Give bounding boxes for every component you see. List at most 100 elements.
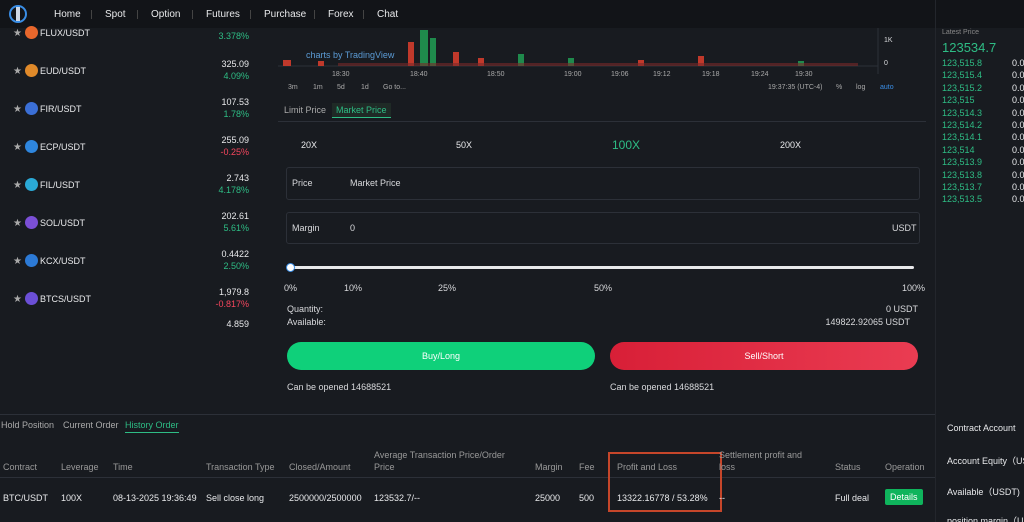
favorite-star[interactable]: ★ bbox=[13, 28, 22, 39]
top-nav-bar bbox=[0, 0, 1024, 28]
chart-time: 18:40 bbox=[410, 71, 428, 78]
divider bbox=[935, 0, 936, 522]
chart-option[interactable]: % bbox=[836, 84, 843, 91]
slider-handle[interactable] bbox=[286, 263, 295, 272]
divider bbox=[0, 414, 935, 415]
chart-watermark: charts by TradingView bbox=[306, 50, 395, 60]
interval-button[interactable]: 3m bbox=[288, 84, 298, 91]
favorite-star[interactable]: ★ bbox=[13, 66, 22, 77]
book-price: 123,514.2 bbox=[942, 120, 983, 130]
market-symbol[interactable]: SOL/USDT bbox=[40, 218, 86, 228]
nav-link[interactable]: Chat bbox=[377, 9, 399, 20]
quantity-label: Quantity: bbox=[287, 304, 324, 314]
table-header: Status bbox=[835, 462, 861, 472]
leverage-option[interactable]: 50X bbox=[456, 140, 473, 150]
leverage-option[interactable]: 200X bbox=[780, 140, 802, 150]
table-cell: Sell close long bbox=[206, 493, 265, 503]
favorite-star[interactable]: ★ bbox=[13, 294, 22, 305]
margin-value: 0 bbox=[350, 223, 356, 233]
table-header: Transaction Type bbox=[206, 462, 275, 472]
margin-input[interactable] bbox=[286, 212, 920, 244]
chart-time: 19:12 bbox=[653, 71, 671, 78]
details-button[interactable]: Details bbox=[885, 489, 923, 505]
book-price: 123,514.1 bbox=[942, 132, 983, 143]
price-label: Price bbox=[292, 178, 313, 188]
nav-link[interactable]: Futures bbox=[206, 9, 240, 20]
table-cell: 08-13-2025 19:36:49 bbox=[113, 493, 197, 503]
market-symbol[interactable]: ECP/USDT bbox=[40, 142, 86, 152]
order-tab[interactable]: Limit Price bbox=[284, 105, 327, 115]
interval-button[interactable]: 5d bbox=[337, 84, 345, 91]
chart-axis-label: 0 bbox=[884, 60, 888, 67]
position-tab[interactable]: Hold Position bbox=[1, 420, 55, 430]
slider-label[interactable]: 100% bbox=[902, 283, 926, 293]
sell-button[interactable]: Sell/Short bbox=[610, 342, 918, 370]
market-price: 2.743 bbox=[226, 173, 249, 183]
book-price: 123,513.8 bbox=[942, 169, 983, 180]
market-change: 2.50% bbox=[223, 261, 249, 271]
position-tab[interactable]: History Order bbox=[125, 420, 179, 433]
market-price: 202.61 bbox=[221, 211, 249, 221]
table-cell: -- bbox=[719, 493, 725, 503]
table-header: Time bbox=[113, 462, 133, 472]
nav-link[interactable]: Option bbox=[151, 9, 181, 20]
favorite-star[interactable]: ★ bbox=[13, 142, 22, 153]
chart-time: 19:06 bbox=[611, 71, 629, 78]
leverage-option[interactable]: 20X bbox=[301, 140, 318, 150]
nav-separator bbox=[91, 10, 92, 19]
market-change: 5.61% bbox=[223, 223, 249, 233]
nav-link[interactable]: Purchase bbox=[264, 9, 307, 20]
favorite-star[interactable]: ★ bbox=[13, 104, 22, 115]
interval-button[interactable]: Go to... bbox=[383, 84, 406, 91]
position-tab[interactable]: Current Order bbox=[63, 420, 119, 430]
market-price: 107.53 bbox=[221, 97, 249, 107]
nav-link[interactable]: Spot bbox=[105, 9, 126, 20]
price-input[interactable] bbox=[286, 167, 920, 200]
market-symbol[interactable]: EUD/USDT bbox=[40, 66, 87, 76]
buy-note: Can be opened 14688521 bbox=[287, 382, 392, 392]
favorite-star[interactable]: ★ bbox=[13, 256, 22, 267]
table-header: Operation bbox=[885, 462, 925, 472]
coin-icon bbox=[25, 292, 38, 305]
market-price: 1,979.8 bbox=[218, 287, 249, 297]
leverage-option[interactable]: 100X bbox=[612, 138, 641, 152]
table-header: Closed/Amount bbox=[289, 462, 351, 472]
book-amount: 0.0 bbox=[1012, 82, 1024, 93]
favorite-star[interactable]: ★ bbox=[13, 218, 22, 229]
chart-option[interactable]: auto bbox=[880, 84, 894, 91]
market-symbol[interactable]: FIR/USDT bbox=[40, 104, 82, 114]
chart-time: 18:50 bbox=[487, 71, 505, 78]
book-price: 123,515.2 bbox=[942, 82, 983, 93]
market-symbol[interactable]: FIL/USDT bbox=[40, 180, 81, 190]
slider-label[interactable]: 10% bbox=[344, 283, 363, 293]
slider-label[interactable]: 25% bbox=[438, 283, 457, 293]
book-price: 123,515 bbox=[942, 95, 975, 106]
favorite-star[interactable]: ★ bbox=[13, 180, 22, 191]
buy-button[interactable]: Buy/Long bbox=[287, 342, 595, 370]
chart-clock: 19:37:35 (UTC-4) bbox=[768, 84, 823, 91]
slider-label[interactable]: 50% bbox=[594, 283, 613, 293]
market-symbol[interactable]: BTCS/USDT bbox=[40, 294, 92, 304]
latest-price-label: Latest Price bbox=[942, 29, 979, 36]
slider-track[interactable] bbox=[290, 266, 914, 269]
market-change: -0.817% bbox=[215, 299, 249, 309]
market-symbol[interactable]: FLUX/USDT bbox=[40, 28, 91, 38]
interval-button[interactable]: 1m bbox=[313, 84, 323, 91]
interval-button[interactable]: 1d bbox=[361, 84, 369, 91]
order-tab[interactable]: Market Price bbox=[332, 103, 391, 118]
table-header: Average Transaction Price/Order Price bbox=[374, 450, 505, 472]
nav-link[interactable]: Home bbox=[54, 9, 81, 20]
book-price: 123,514 bbox=[942, 144, 975, 155]
chart-option[interactable]: log bbox=[856, 84, 866, 91]
market-price: 255.09 bbox=[221, 135, 249, 145]
book-amount: 0.0 bbox=[1012, 144, 1024, 155]
nav-link[interactable]: Forex bbox=[328, 9, 354, 20]
book-amount: 0.0 bbox=[1012, 194, 1024, 205]
chart-time: 19:24 bbox=[751, 71, 769, 78]
margin-label: Margin bbox=[292, 223, 320, 233]
market-symbol[interactable]: KCX/USDT bbox=[40, 256, 86, 266]
slider-label[interactable]: 0% bbox=[284, 283, 298, 293]
table-header: Margin bbox=[535, 462, 563, 472]
nav-separator bbox=[250, 10, 251, 19]
